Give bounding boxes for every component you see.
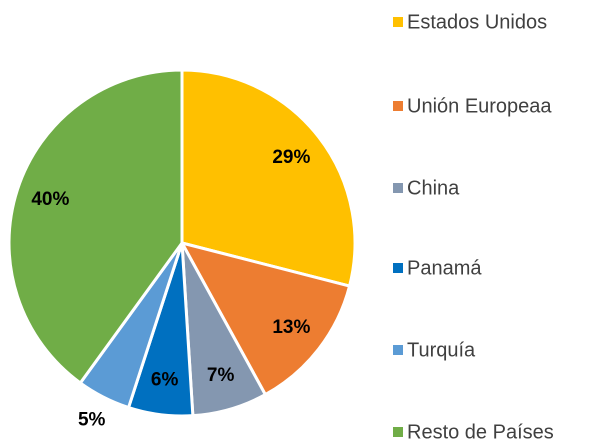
pie-slice	[7, 68, 184, 385]
legend-label: China	[407, 177, 460, 199]
data-label: 6%	[151, 369, 179, 390]
legend-swatch	[393, 345, 403, 355]
pie-slice	[180, 241, 352, 397]
legend-swatch	[393, 17, 403, 27]
legend-label: Estados Unidos	[407, 11, 547, 33]
data-label: 7%	[207, 365, 235, 386]
legend-label: Resto de Países	[407, 421, 554, 443]
data-label: 5%	[78, 409, 106, 430]
legend-swatch	[393, 101, 403, 111]
data-label: 40%	[31, 189, 69, 210]
pie-slice	[180, 68, 357, 288]
data-label: 13%	[272, 317, 310, 338]
legend-label: Panamá	[407, 257, 482, 279]
legend-swatch	[393, 183, 403, 193]
legend-label: Unión Europeaa	[407, 95, 552, 117]
legend-swatch	[393, 263, 403, 273]
legend-label: Turquía	[407, 339, 476, 361]
legend-swatch	[393, 427, 403, 437]
data-label: 29%	[272, 147, 310, 168]
